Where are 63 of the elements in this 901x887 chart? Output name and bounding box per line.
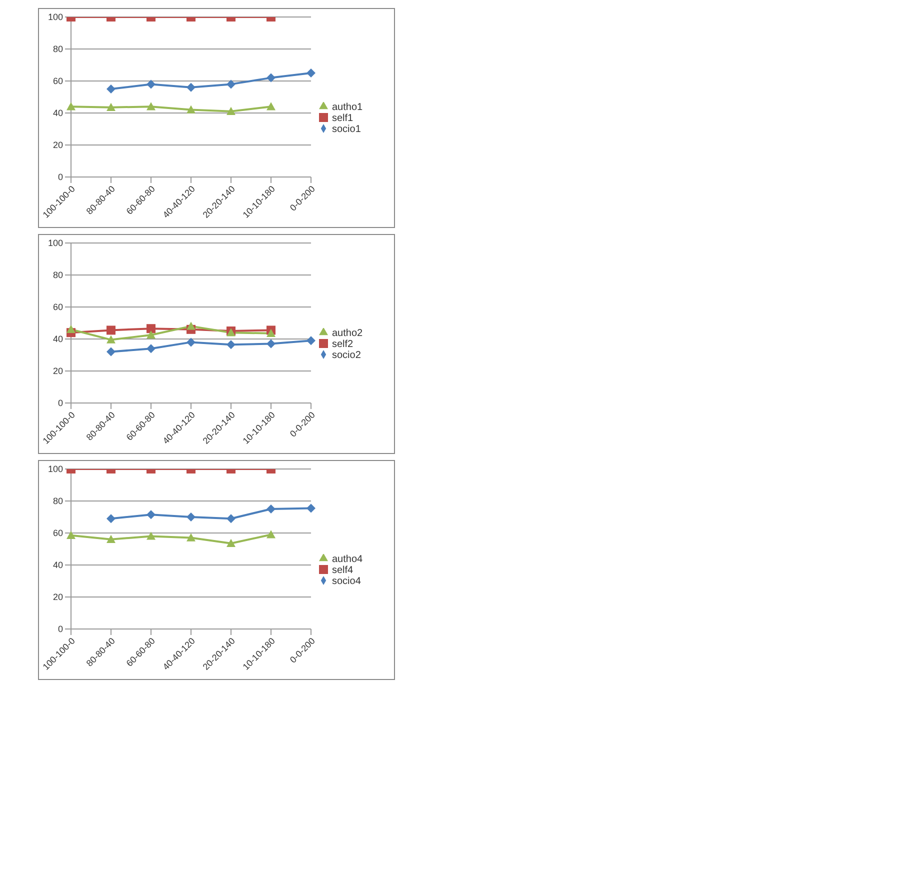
point: [226, 340, 236, 350]
point: [186, 105, 196, 114]
y-tick-label: 0: [58, 624, 63, 634]
y-tick-label: 60: [52, 302, 63, 312]
legend-label: socio4: [332, 576, 361, 586]
point: [266, 73, 276, 82]
point: [146, 532, 156, 540]
point: [266, 328, 276, 337]
y-tick-label: 100: [48, 12, 63, 22]
legend-label: autho1: [332, 102, 363, 112]
point: [186, 512, 196, 522]
y-tick-label: 100: [48, 464, 63, 474]
point: [266, 504, 276, 514]
point: [106, 102, 116, 111]
point: [146, 80, 156, 89]
point: [266, 339, 276, 348]
y-tick-label: 20: [52, 366, 63, 376]
point: [106, 514, 116, 524]
point: [106, 84, 116, 94]
point: [306, 68, 316, 78]
point: [106, 335, 116, 344]
point: [66, 102, 76, 110]
point: [186, 322, 196, 330]
y-tick-label: 60: [52, 76, 63, 86]
point: [226, 106, 236, 115]
point: [146, 324, 156, 334]
point: [146, 510, 156, 520]
y-tick-label: 40: [52, 334, 63, 344]
y-tick-label: 0: [58, 398, 63, 408]
point: [146, 102, 156, 110]
y-tick-label: 80: [52, 270, 63, 280]
legend-label: autho2: [332, 328, 363, 338]
legend-label: autho4: [332, 554, 363, 564]
point: [106, 534, 116, 543]
point: [146, 330, 156, 339]
y-tick-label: 100: [48, 238, 63, 248]
point: [106, 347, 116, 356]
y-tick-label: 40: [52, 560, 63, 570]
y-tick-label: 0: [58, 172, 63, 182]
point: [226, 514, 236, 524]
legend-label: self4: [332, 564, 354, 576]
point: [226, 538, 236, 547]
point: [186, 338, 196, 347]
point: [66, 324, 76, 333]
point: [306, 504, 316, 513]
y-tick-label: 80: [52, 44, 63, 54]
legend-label: socio2: [332, 350, 361, 360]
point: [106, 326, 116, 335]
y-tick-label: 20: [52, 140, 63, 150]
legend-label: socio1: [332, 124, 361, 134]
point: [266, 530, 276, 538]
legend-label: self2: [332, 338, 354, 350]
point: [226, 80, 236, 89]
y-tick-label: 60: [52, 528, 63, 538]
y-tick-label: 20: [52, 592, 63, 602]
point: [146, 344, 156, 354]
y-tick-label: 40: [52, 108, 63, 118]
point: [306, 336, 316, 346]
point: [186, 82, 196, 92]
point: [266, 102, 276, 110]
legend-label: self1: [332, 112, 354, 124]
y-tick-label: 80: [52, 496, 63, 506]
point: [186, 533, 196, 542]
